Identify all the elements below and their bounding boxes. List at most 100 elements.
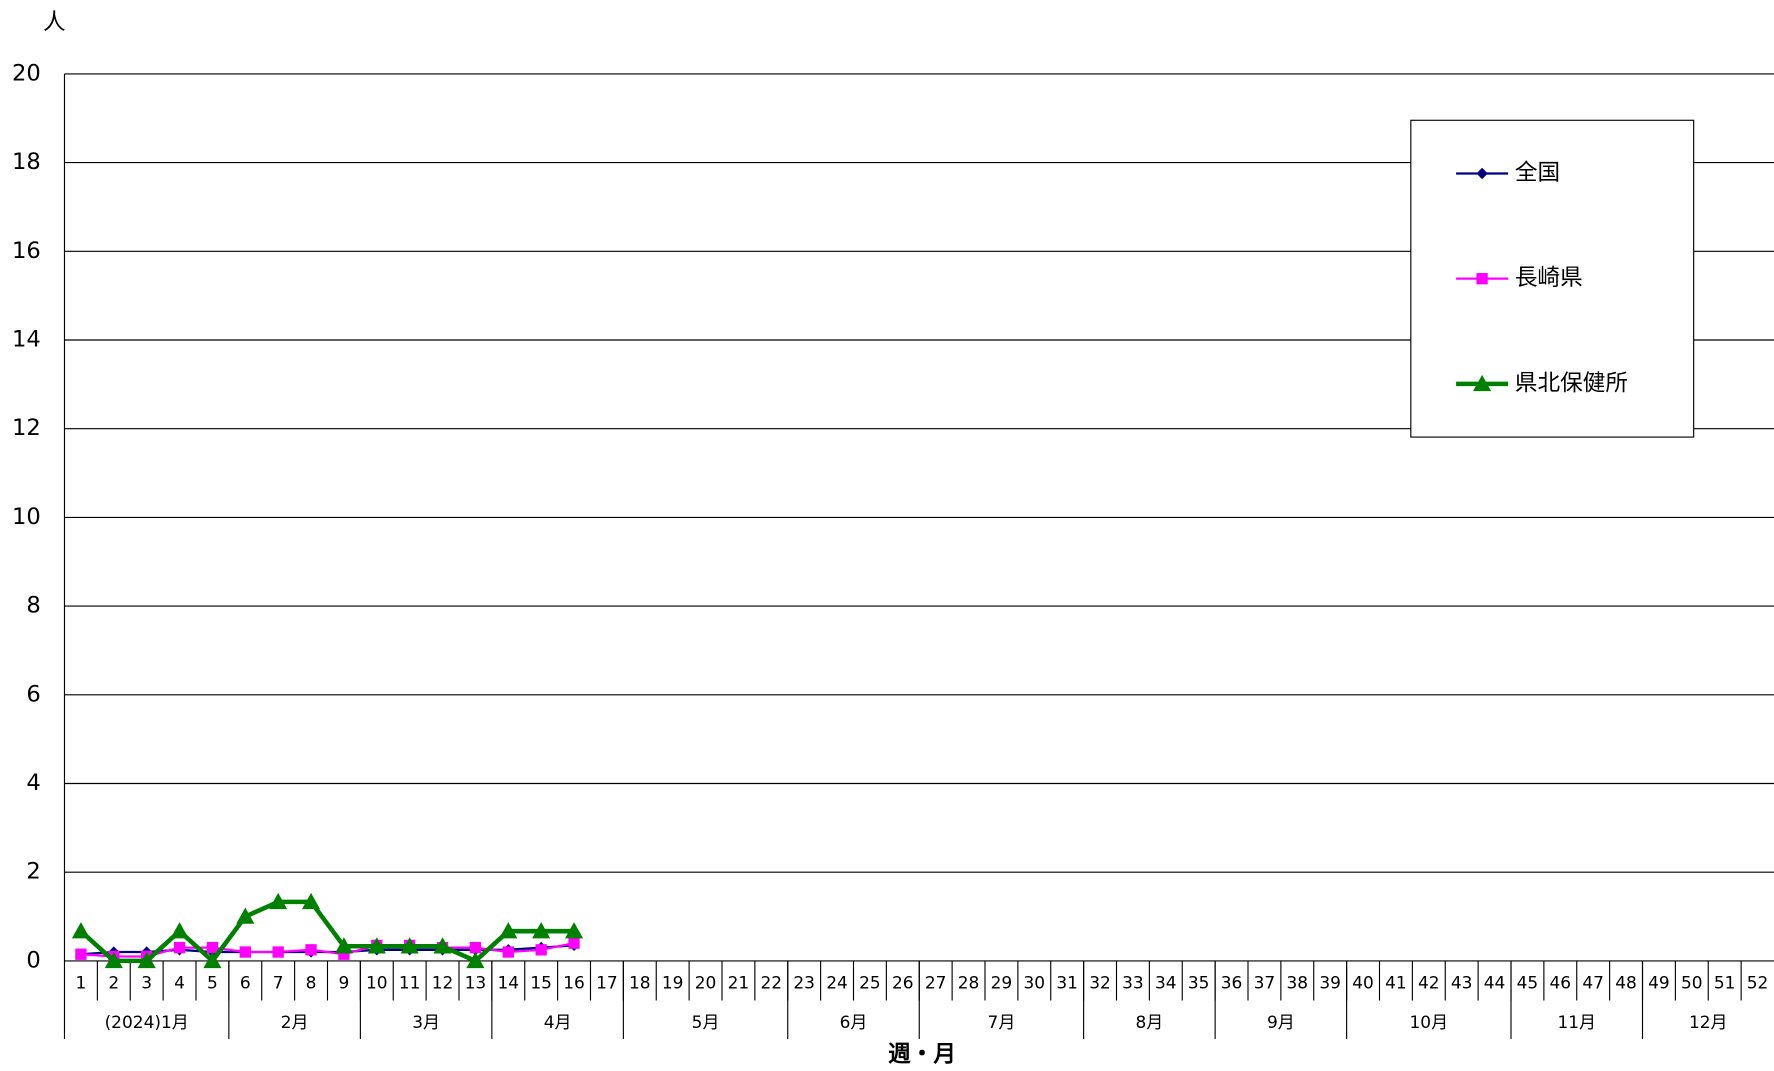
month-label: 3月 xyxy=(412,1013,440,1033)
month-label: 8月 xyxy=(1135,1013,1163,1033)
marker xyxy=(302,892,321,910)
x-tick-label: 12 xyxy=(432,974,454,994)
marker xyxy=(137,951,156,969)
month-label: 9月 xyxy=(1267,1013,1295,1033)
marker xyxy=(1473,374,1492,392)
x-tick-label: 48 xyxy=(1615,974,1637,994)
y-tick-label: 2 xyxy=(26,859,40,885)
x-tick-label: 52 xyxy=(1747,974,1769,994)
y-tick-label: 12 xyxy=(12,415,41,441)
y-tick-label: 20 xyxy=(12,60,41,86)
x-tick-label: 3 xyxy=(141,974,152,994)
marker xyxy=(334,937,353,954)
y-unit-label: 人 xyxy=(43,9,66,35)
marker xyxy=(173,941,186,954)
y-tick-label: 10 xyxy=(12,504,41,530)
x-tick-label: 46 xyxy=(1550,974,1572,994)
marker xyxy=(104,951,123,969)
x-tick-label: 14 xyxy=(498,974,520,994)
month-label: 4月 xyxy=(544,1013,572,1033)
x-tick-label: 44 xyxy=(1484,974,1506,994)
x-tick-label: 41 xyxy=(1385,974,1407,994)
x-tick-label: 19 xyxy=(662,974,684,994)
marker xyxy=(502,946,514,958)
x-tick-label: 50 xyxy=(1681,974,1703,994)
marker xyxy=(433,937,452,954)
y-tick-label: 8 xyxy=(26,593,40,619)
x-tick-label: 49 xyxy=(1648,974,1670,994)
marker xyxy=(71,922,90,939)
month-label: 6月 xyxy=(840,1013,868,1033)
month-label: 10月 xyxy=(1410,1013,1449,1033)
marker xyxy=(272,946,284,958)
x-tick-label: 31 xyxy=(1056,974,1078,994)
series-line xyxy=(79,899,575,965)
x-tick-label: 35 xyxy=(1188,974,1210,994)
x-tick-label: 11 xyxy=(399,974,421,994)
marker xyxy=(236,907,255,924)
x-tick-label: 27 xyxy=(925,974,947,994)
marker xyxy=(269,892,288,910)
x-tick-label: 28 xyxy=(958,974,980,994)
x-tick-label: 24 xyxy=(826,974,848,994)
month-label: 12月 xyxy=(1689,1013,1728,1033)
y-tick-label: 16 xyxy=(12,238,41,264)
y-tick-label: 6 xyxy=(26,681,40,707)
x-tick-label: 34 xyxy=(1155,974,1177,994)
x-tick-label: 13 xyxy=(465,974,487,994)
x-tick-label: 39 xyxy=(1319,974,1341,994)
x-tick-label: 8 xyxy=(306,974,317,994)
marker xyxy=(1476,273,1488,285)
marker xyxy=(400,937,419,954)
marker xyxy=(170,922,189,939)
x-tick-label: 18 xyxy=(629,974,651,994)
x-tick-label: 45 xyxy=(1517,974,1539,994)
series-line xyxy=(80,942,575,958)
x-tick-label: 22 xyxy=(761,974,783,994)
marker xyxy=(239,946,251,958)
marker xyxy=(338,948,350,960)
marker xyxy=(565,922,584,939)
x-tick-label: 9 xyxy=(339,974,350,994)
x-tick-label: 30 xyxy=(1024,974,1046,994)
x-tick-label: 2 xyxy=(108,974,119,994)
marker xyxy=(469,941,482,954)
x-tick-label: 5 xyxy=(207,974,218,994)
y-tick-label: 0 xyxy=(26,947,40,973)
x-tick-label: 40 xyxy=(1352,974,1374,994)
month-label: 2月 xyxy=(281,1013,309,1033)
marker xyxy=(203,951,222,969)
marker xyxy=(367,937,386,954)
x-tick-label: 25 xyxy=(859,974,881,994)
x-tick-label: 43 xyxy=(1451,974,1473,994)
x-tick-label: 32 xyxy=(1089,974,1111,994)
x-tick-label: 15 xyxy=(530,974,552,994)
x-tick-label: 38 xyxy=(1287,974,1309,994)
y-tick-label: 4 xyxy=(26,770,40,796)
marker xyxy=(206,941,219,954)
marker xyxy=(466,951,485,969)
x-tick-label: 47 xyxy=(1582,974,1604,994)
x-tick-label: 26 xyxy=(892,974,914,994)
x-tick-label: 4 xyxy=(174,974,185,994)
x-tick-label: 42 xyxy=(1418,974,1440,994)
legend-label: 長崎県 xyxy=(1515,265,1583,291)
marker xyxy=(568,937,580,949)
x-tick-label: 51 xyxy=(1714,974,1736,994)
y-tick-label: 18 xyxy=(12,149,41,175)
month-label: 11月 xyxy=(1557,1013,1596,1033)
x-tick-label: 23 xyxy=(793,974,815,994)
x-tick-label: 37 xyxy=(1254,974,1276,994)
month-label: 5月 xyxy=(692,1013,720,1033)
x-tick-label: 29 xyxy=(991,974,1013,994)
month-label: (2024)1月 xyxy=(105,1013,189,1033)
x-axis-title: 週・月 xyxy=(888,1041,956,1067)
x-tick-label: 7 xyxy=(273,974,284,994)
x-tick-label: 21 xyxy=(728,974,750,994)
x-tick-label: 33 xyxy=(1122,974,1144,994)
x-tick-label: 17 xyxy=(596,974,618,994)
y-tick-label: 14 xyxy=(12,326,41,352)
x-tick-label: 10 xyxy=(366,974,388,994)
legend-label: 全国 xyxy=(1515,160,1560,186)
